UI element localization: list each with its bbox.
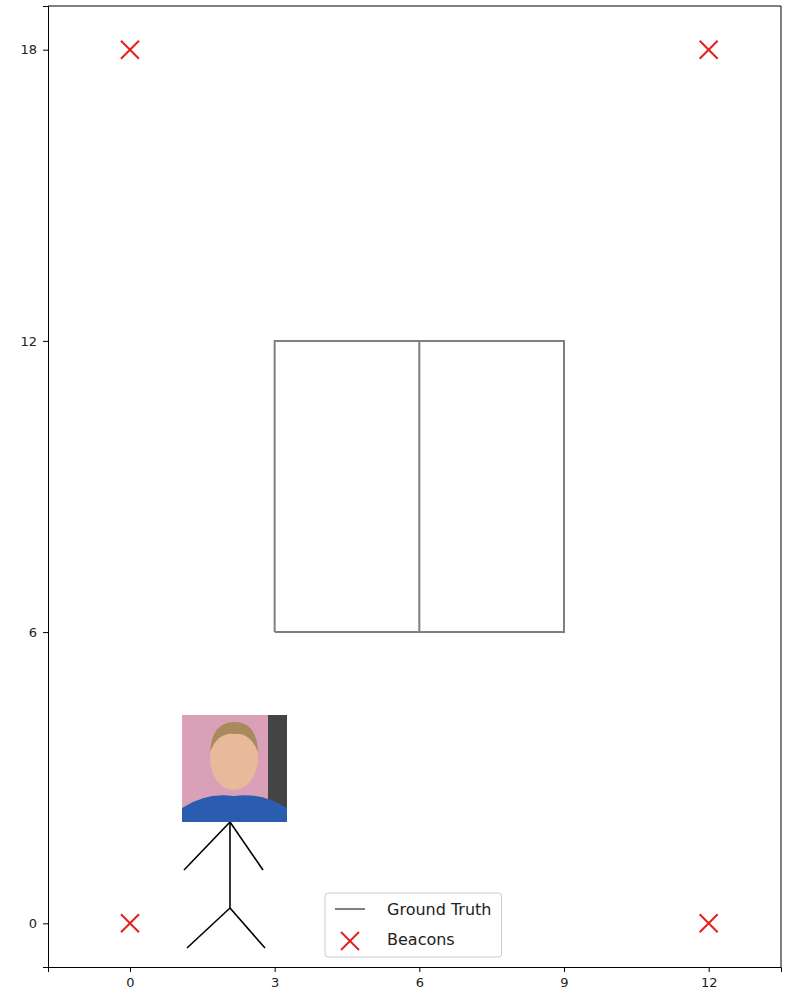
x-tick: 3 — [271, 967, 279, 990]
tick-label: 0 — [126, 975, 134, 990]
beacon-point — [700, 914, 718, 932]
tick-mark — [130, 967, 131, 972]
legend-label: Beacons — [387, 930, 455, 949]
legend-label: Ground Truth — [387, 900, 492, 919]
portrait-hair — [210, 722, 258, 752]
tick-label: 12 — [20, 334, 37, 349]
x-tick: 12 — [701, 967, 718, 990]
ground-truth-line — [275, 341, 564, 632]
portrait-shirt — [182, 795, 287, 822]
figure-line — [184, 822, 230, 870]
marker-stroke — [700, 41, 718, 59]
legend-key — [335, 909, 365, 910]
frame — [781, 6, 782, 967]
tick-mark — [43, 923, 48, 924]
beacon-point — [700, 41, 718, 59]
marker-stroke — [700, 41, 718, 59]
tick-label: 12 — [701, 975, 718, 990]
tick-mark — [43, 50, 48, 51]
tick-label: 3 — [271, 975, 279, 990]
marker-stroke — [341, 932, 359, 950]
tick-mark — [275, 967, 276, 972]
marker-stroke — [121, 41, 139, 59]
marker-stroke — [121, 914, 139, 932]
x-tick: 6 — [416, 967, 424, 990]
tick-mark — [564, 967, 565, 972]
tick-mark — [43, 341, 48, 342]
y-tick: 6 — [29, 625, 48, 640]
marker-stroke — [341, 932, 359, 950]
legend: Ground Truth Beacons — [325, 893, 502, 957]
tick-mark — [43, 632, 48, 633]
tick-mark — [709, 967, 710, 972]
y-tick: 12 — [20, 334, 48, 349]
beacon-point — [121, 41, 139, 59]
x-tick: 9 — [560, 967, 568, 990]
marker-stroke — [700, 914, 718, 932]
figure-line — [230, 908, 265, 948]
frame — [48, 6, 781, 7]
tick-label: 6 — [416, 975, 424, 990]
legend-box — [325, 893, 502, 957]
portrait — [182, 715, 287, 822]
plot-area — [121, 41, 718, 933]
x-tick: 0 — [126, 967, 134, 990]
marker-stroke — [121, 914, 139, 932]
marker-stroke — [700, 914, 718, 932]
marker-stroke — [121, 41, 139, 59]
tick-label: 9 — [560, 975, 568, 990]
figure-line — [187, 908, 230, 948]
chart: 0 3 6 9 12 0 6 12 18 Ground Truth Beacons — [0, 0, 789, 1003]
y-tick: 18 — [20, 42, 48, 57]
legend-line — [335, 908, 365, 910]
axis-line — [49, 968, 782, 973]
y-axis: 0 6 12 18 — [20, 7, 48, 968]
stick-figure — [182, 715, 287, 948]
portrait-background — [182, 715, 287, 822]
y-tick: 0 — [29, 916, 48, 931]
tick-label: 0 — [29, 916, 37, 931]
x-axis: 0 3 6 9 12 — [49, 967, 782, 990]
legend-key — [341, 932, 359, 950]
figure-line — [230, 822, 263, 870]
tick-mark — [419, 967, 420, 972]
tick-label: 6 — [29, 625, 37, 640]
figure-line — [229, 822, 231, 908]
tick-label: 18 — [20, 42, 37, 57]
beacon-point — [121, 914, 139, 932]
axis-line — [43, 7, 49, 968]
